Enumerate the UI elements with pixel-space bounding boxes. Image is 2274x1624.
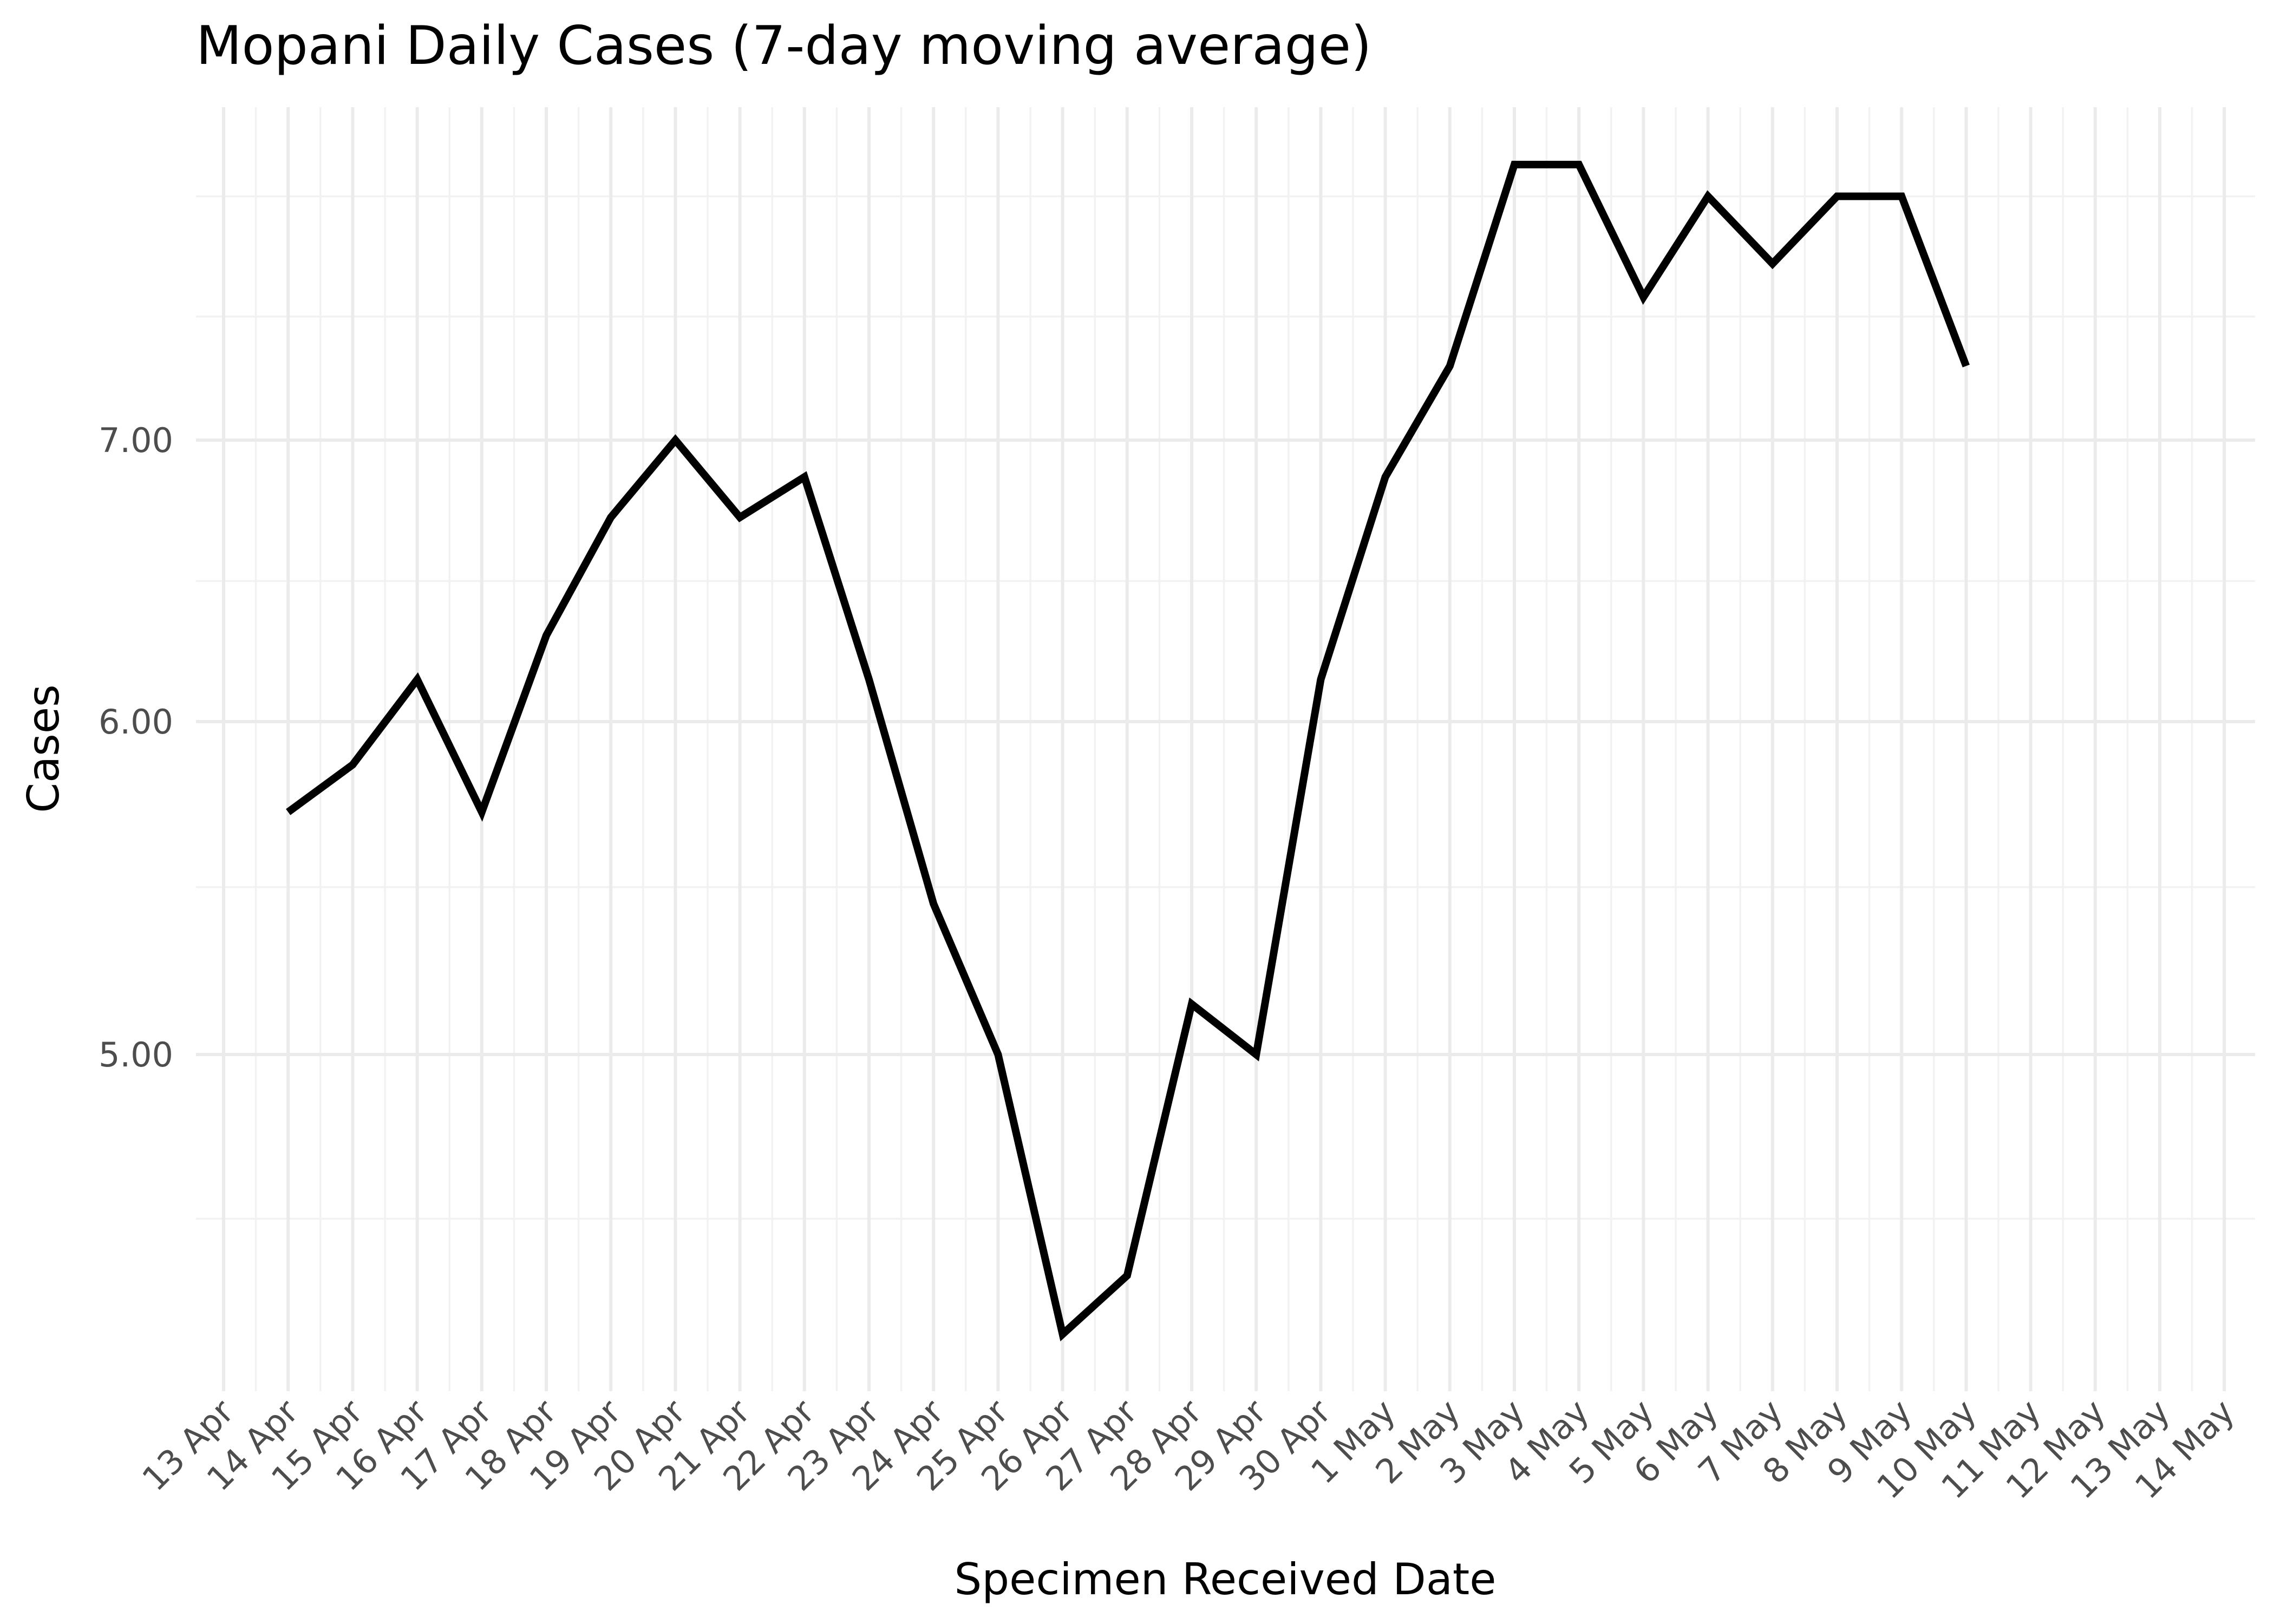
data-point [543,632,550,639]
data-point [994,1051,1002,1058]
data-point [1833,193,1841,200]
data-point [478,808,486,816]
data-point [1446,362,1454,370]
data-point [930,900,937,908]
data-point [1382,473,1389,481]
data-point [607,514,615,521]
y-tick-label: 6.00 [99,702,173,742]
series-line-0 [286,161,1970,1341]
data-point [671,436,679,444]
chart-title: Mopani Daily Cases (7-day moving average… [196,15,1371,77]
series-layer [284,161,1970,1341]
data-point [1059,1331,1067,1338]
data-point [1639,293,1647,301]
data-point [1898,193,1905,200]
data-point [1704,193,1712,200]
x-minor-gridlines [254,107,2193,1391]
y-minor-gridlines [196,195,2255,1220]
data-point [1123,1272,1131,1279]
data-point [414,676,421,683]
data-point [865,676,873,683]
data-point [1769,260,1776,267]
data-point [1962,362,1970,370]
data-point [1317,676,1324,683]
y-axis-title: Cases [18,684,69,813]
y-major-gridlines [196,438,2255,1056]
x-axis-title: Specimen Received Date [955,1554,1497,1605]
y-tick-label: 5.00 [99,1035,173,1075]
y-tick-label: 7.00 [99,421,173,460]
y-tick-labels: 5.00 6.00 7.00 [99,421,173,1075]
data-point [736,514,744,521]
data-point [1575,161,1583,168]
data-point [349,761,356,769]
x-major-gridlines [222,107,2226,1391]
data-point [801,473,808,481]
data-point [284,808,292,816]
data-point [1252,1051,1260,1058]
data-point [1188,1000,1195,1008]
data-point [1511,161,1518,168]
